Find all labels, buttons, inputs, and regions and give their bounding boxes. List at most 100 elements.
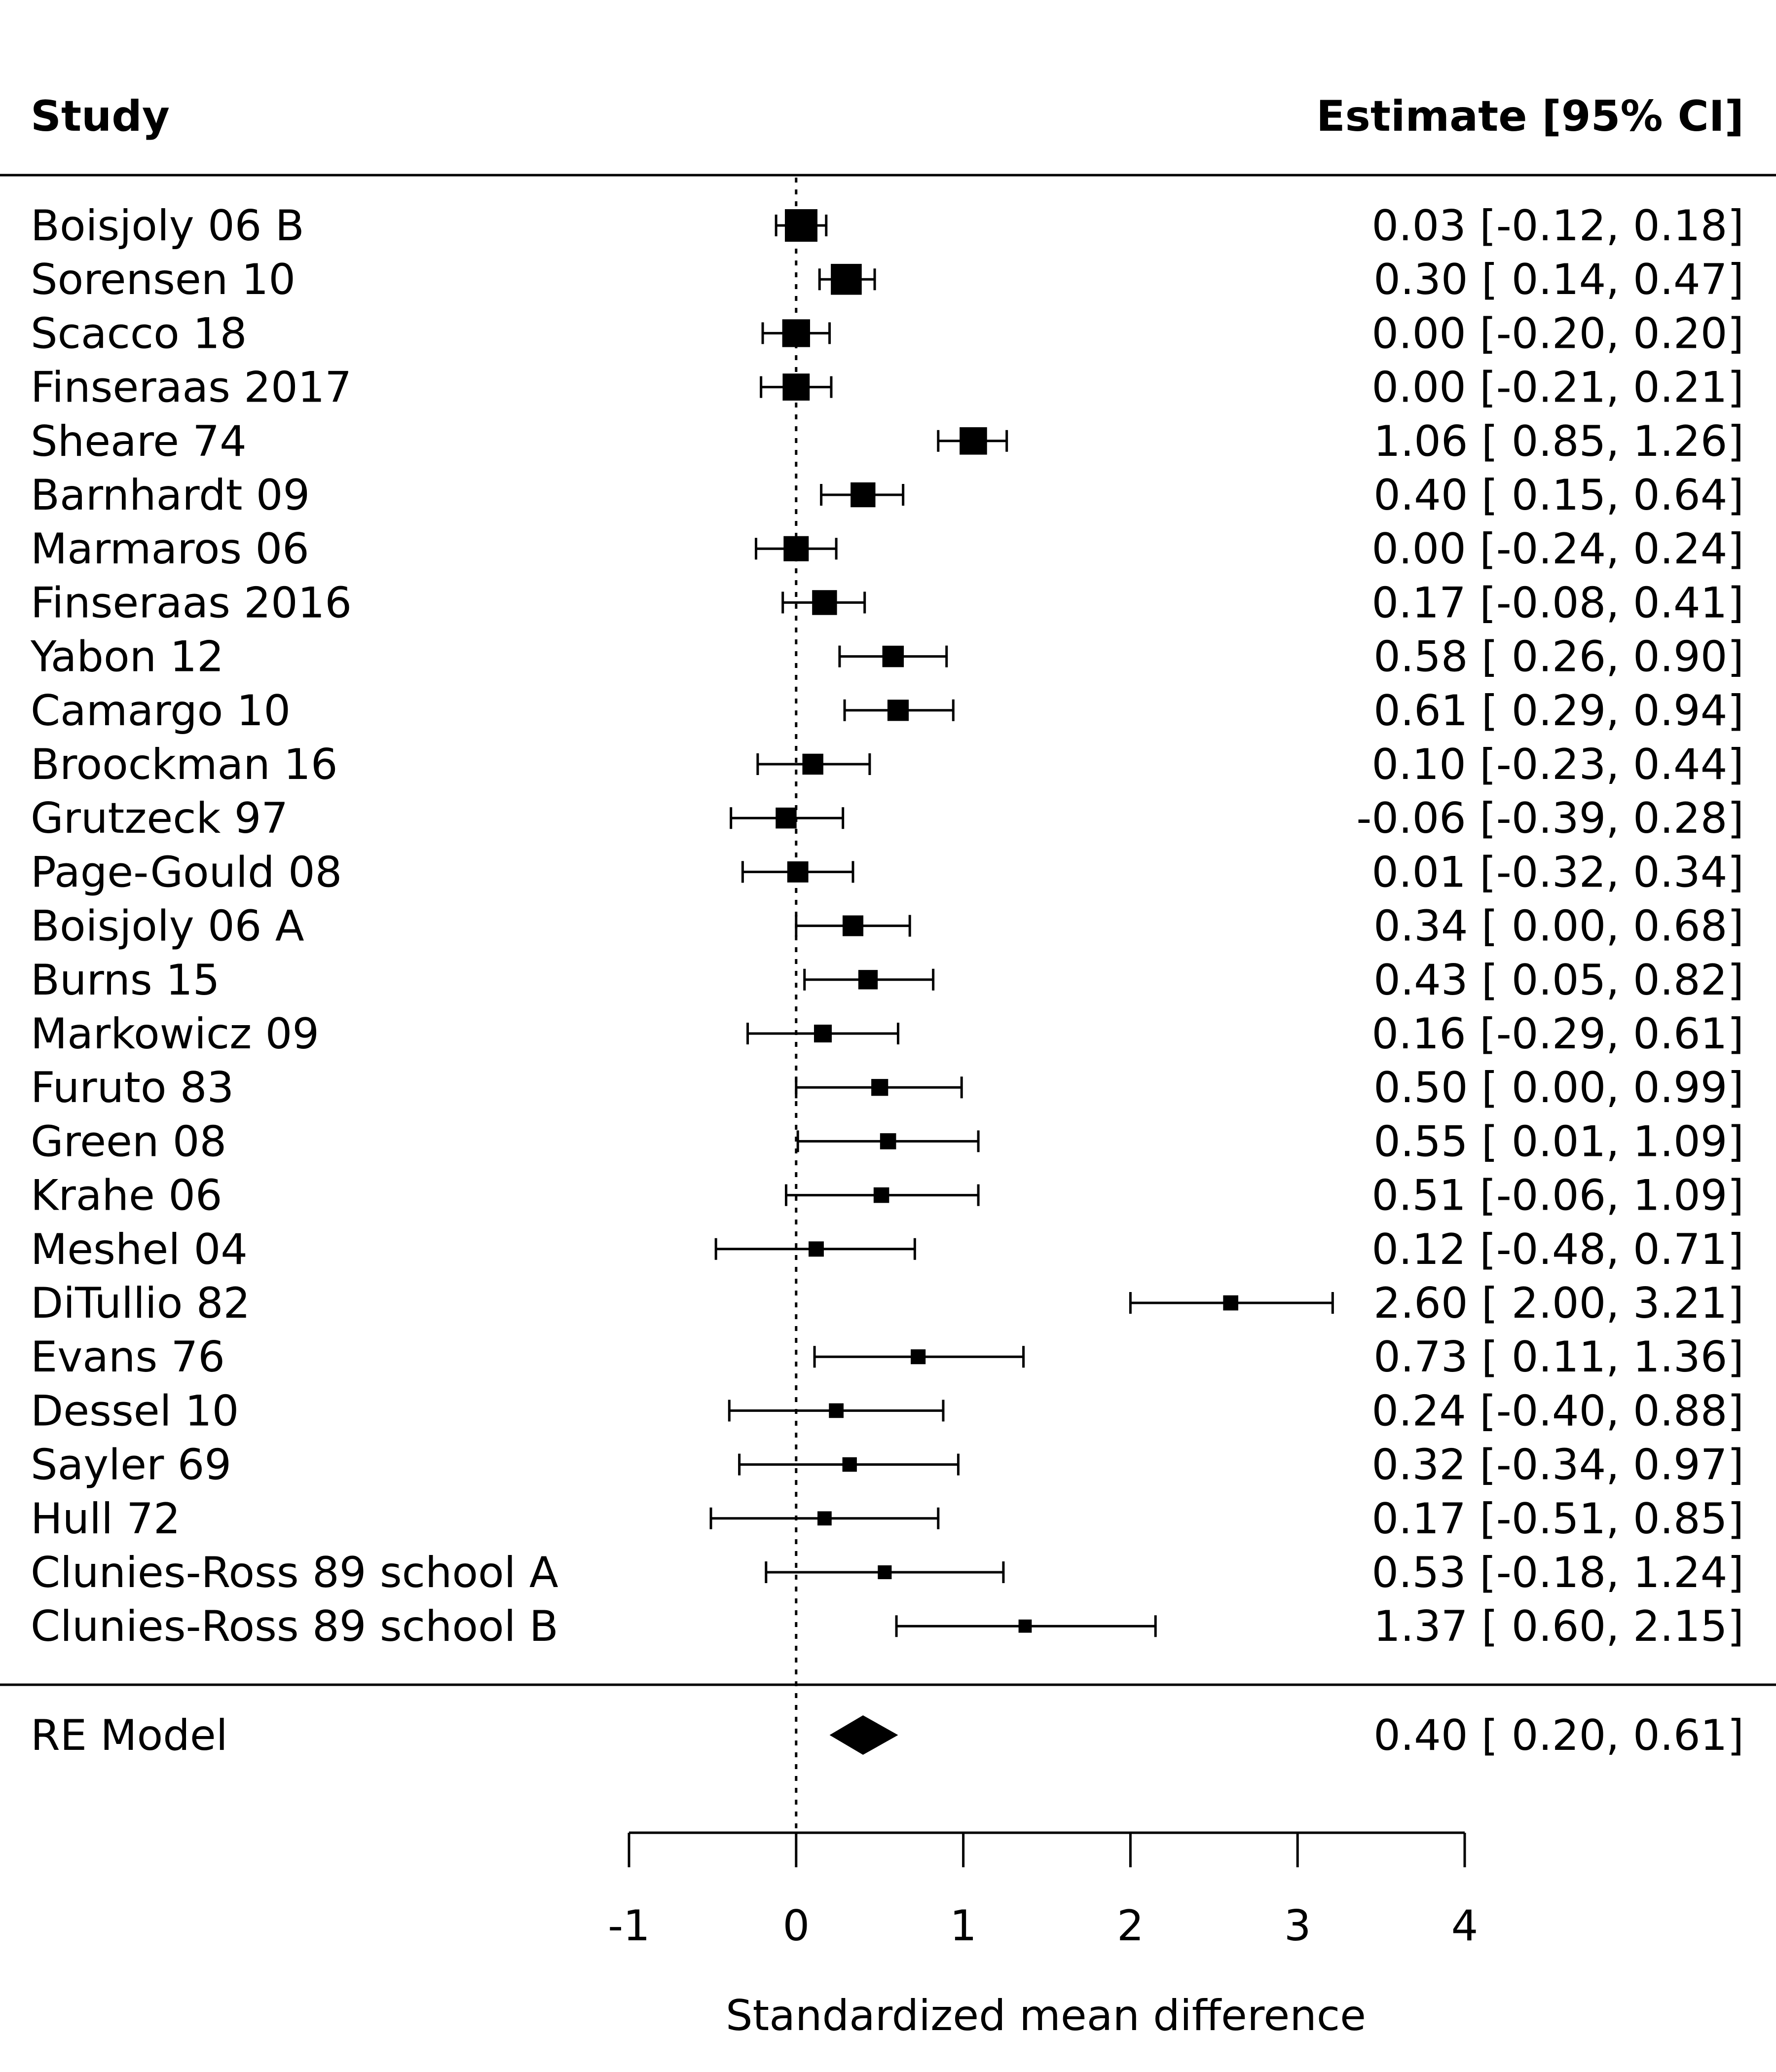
study-estimate-text: 1.37 [ 0.60, 2.15] (1373, 1602, 1744, 1651)
estimate-marker (787, 861, 809, 883)
header-study: Study (31, 92, 170, 141)
estimate-marker (851, 482, 876, 508)
study-row: Dessel 10 0.24 [-0.40, 0.88] (31, 1386, 1744, 1436)
estimate-marker (829, 1403, 844, 1418)
study-row: Evans 76 0.73 [ 0.11, 1.36] (31, 1332, 1744, 1382)
study-row: DiTullio 82 2.60 [ 2.00, 3.21] (31, 1279, 1744, 1328)
study-row: Camargo 10 0.61 [ 0.29, 0.94] (31, 686, 1744, 736)
estimate-marker (880, 1133, 896, 1149)
study-row: Finseraas 2017 0.00 [-0.21, 0.21] (31, 363, 1744, 412)
study-estimate-text: 2.60 [ 2.00, 3.21] (1373, 1279, 1744, 1328)
x-tick-label: 4 (1451, 1901, 1479, 1951)
study-name: DiTullio 82 (31, 1279, 250, 1328)
study-name: Page-Gould 08 (31, 848, 342, 897)
study-estimate-text: -0.06 [-0.39, 0.28] (1356, 794, 1744, 843)
study-row: Grutzeck 97 -0.06 [-0.39, 0.28] (31, 794, 1744, 843)
study-estimate-text: 0.55 [ 0.01, 1.09] (1373, 1117, 1744, 1166)
study-name: Markowicz 09 (31, 1009, 319, 1059)
study-estimate-text: 0.53 [-0.18, 1.24] (1371, 1548, 1744, 1597)
study-estimate-text: 0.00 [-0.21, 0.21] (1371, 363, 1744, 412)
study-estimate-text: 0.50 [ 0.00, 0.99] (1373, 1063, 1744, 1112)
study-name: Finseraas 2016 (31, 578, 352, 628)
study-name: Sorensen 10 (31, 255, 296, 304)
study-name: Barnhardt 09 (31, 471, 310, 520)
estimate-marker (808, 1241, 824, 1257)
study-name: Green 08 (31, 1117, 226, 1166)
study-estimate-text: 0.17 [-0.08, 0.41] (1371, 578, 1744, 628)
study-row: Clunies-Ross 89 school A 0.53 [-0.18, 1.2… (31, 1548, 1744, 1597)
estimate-marker (831, 263, 862, 295)
study-name: Krahe 06 (31, 1171, 222, 1221)
study-estimate-text: 0.03 [-0.12, 0.18] (1371, 201, 1744, 251)
study-row: Yabon 12 0.58 [ 0.26, 0.90] (30, 632, 1744, 682)
study-estimate-text: 0.17 [-0.51, 0.85] (1371, 1494, 1744, 1544)
study-name: Yabon 12 (30, 632, 224, 682)
study-estimate-text: 0.30 [ 0.14, 0.47] (1373, 255, 1744, 304)
summary-estimate-text: 0.40 [ 0.20, 0.61] (1373, 1711, 1744, 1760)
study-row: Sheare 74 1.06 [ 0.85, 1.26] (31, 417, 1744, 466)
study-estimate-text: 0.01 [-0.32, 0.34] (1371, 848, 1744, 897)
estimate-marker (817, 1511, 832, 1526)
estimate-marker (887, 700, 909, 721)
study-row: Meshel 04 0.12 [-0.48, 0.71] (31, 1225, 1744, 1274)
study-row: Scacco 18 0.00 [-0.20, 0.20] (31, 309, 1744, 358)
study-estimate-text: 1.06 [ 0.85, 1.26] (1373, 417, 1744, 466)
study-estimate-text: 0.00 [-0.24, 0.24] (1371, 524, 1744, 574)
study-row: Burns 15 0.43 [ 0.05, 0.82] (31, 956, 1744, 1005)
estimate-marker (783, 536, 809, 561)
study-row: Marmaros 06 0.00 [-0.24, 0.24] (31, 524, 1744, 574)
x-tick-label: -1 (608, 1901, 650, 1951)
estimate-marker (871, 1079, 888, 1096)
estimate-marker (960, 427, 987, 455)
study-row: Sorensen 10 0.30 [ 0.14, 0.47] (31, 255, 1744, 304)
estimate-marker (1018, 1619, 1032, 1633)
study-row: Hull 72 0.17 [-0.51, 0.85] (31, 1494, 1744, 1544)
study-name: Burns 15 (31, 956, 220, 1005)
study-name: Boisjoly 06 A (31, 902, 304, 951)
study-estimate-text: 0.32 [-0.34, 0.97] (1371, 1441, 1744, 1490)
study-name: Camargo 10 (31, 686, 291, 736)
study-row: Krahe 06 0.51 [-0.06, 1.09] (31, 1171, 1744, 1221)
estimate-marker (802, 753, 823, 775)
study-name: Meshel 04 (31, 1225, 248, 1274)
x-tick-label: 3 (1284, 1901, 1311, 1951)
estimate-marker (782, 373, 810, 401)
study-row: Furuto 83 0.50 [ 0.00, 0.99] (31, 1063, 1744, 1112)
x-axis-title: Standardized mean difference (726, 1991, 1366, 2040)
study-estimate-text: 0.16 [-0.29, 0.61] (1371, 1009, 1744, 1059)
study-name: Sheare 74 (31, 417, 247, 466)
study-estimate-text: 0.00 [-0.20, 0.20] (1371, 309, 1744, 358)
study-row: Barnhardt 09 0.40 [ 0.15, 0.64] (31, 471, 1744, 520)
estimate-marker (784, 209, 817, 242)
x-axis: -1 0 1 2 3 4 (608, 1831, 1479, 1951)
study-estimate-text: 0.73 [ 0.11, 1.36] (1373, 1332, 1744, 1382)
study-name: Scacco 18 (31, 309, 247, 358)
study-row: Broockman 16 0.10 [-0.23, 0.44] (31, 740, 1744, 789)
study-estimate-text: 0.10 [-0.23, 0.44] (1371, 740, 1744, 789)
study-estimate-text: 0.24 [-0.40, 0.88] (1371, 1386, 1744, 1436)
study-row: Boisjoly 06 B 0.03 [-0.12, 0.18] (31, 201, 1744, 251)
summary-name: RE Model (31, 1711, 228, 1760)
estimate-marker (1223, 1295, 1239, 1311)
study-row: Finseraas 2016 0.17 [-0.08, 0.41] (31, 578, 1744, 628)
study-estimate-text: 0.43 [ 0.05, 0.82] (1373, 956, 1744, 1005)
study-estimate-text: 0.34 [ 0.00, 0.68] (1373, 902, 1744, 951)
study-row: Sayler 69 0.32 [-0.34, 0.97] (31, 1441, 1744, 1490)
study-row: Markowicz 09 0.16 [-0.29, 0.61] (31, 1009, 1744, 1059)
study-name: Hull 72 (31, 1494, 181, 1544)
x-tick-label: 2 (1117, 1901, 1144, 1951)
estimate-marker (812, 590, 837, 615)
study-name: Boisjoly 06 B (31, 201, 304, 251)
study-name: Broockman 16 (31, 740, 338, 789)
study-name: Finseraas 2017 (31, 363, 352, 412)
study-rows: Boisjoly 06 B 0.03 [-0.12, 0.18]Sorensen … (30, 201, 1744, 1651)
study-estimate-text: 0.58 [ 0.26, 0.90] (1373, 632, 1744, 682)
estimate-marker (873, 1187, 889, 1203)
study-row: Boisjoly 06 A 0.34 [ 0.00, 0.68] (31, 902, 1744, 951)
x-tick-label: 0 (782, 1901, 810, 1951)
estimate-marker (858, 970, 878, 990)
study-name: Furuto 83 (31, 1063, 234, 1112)
estimate-marker (882, 645, 904, 667)
study-estimate-text: 0.61 [ 0.29, 0.94] (1373, 686, 1744, 736)
study-row: Page-Gould 08 0.01 [-0.32, 0.34] (31, 848, 1744, 897)
